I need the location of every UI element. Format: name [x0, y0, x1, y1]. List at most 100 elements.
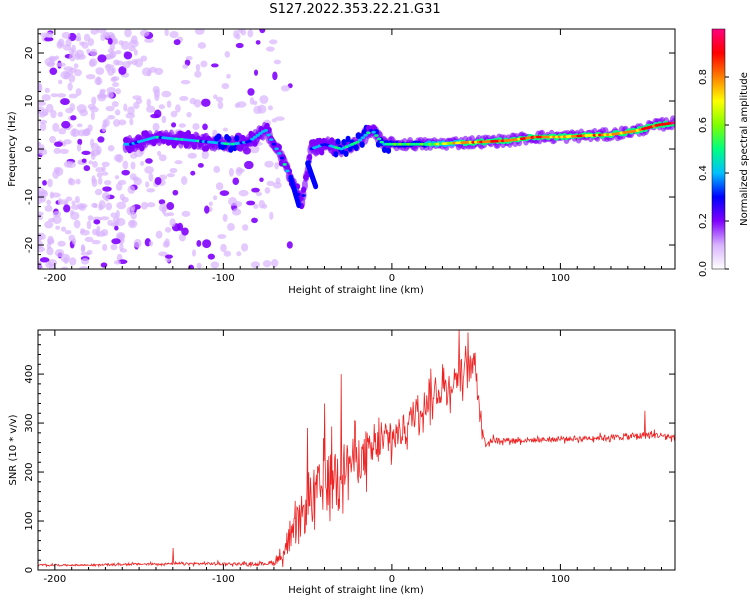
- spectrogram-noise-blob: [146, 69, 152, 77]
- spectrogram-noise-blob: [107, 115, 116, 120]
- spectrogram-noise-blob: [157, 150, 162, 157]
- spectrogram-ridge-outer: [129, 145, 135, 152]
- spectrogram-ridge-outer: [373, 128, 379, 136]
- spectrogram-noise-blob: [89, 48, 98, 57]
- spectrogram-noise-blob: [46, 199, 52, 206]
- spectrogram-noise-blob: [73, 219, 81, 229]
- spectrogram-noise-blob: [184, 59, 191, 66]
- spectrogram-noise-blob: [71, 44, 77, 54]
- spectrogram-noise-blob: [253, 204, 259, 209]
- spectrogram-noise-blob: [122, 61, 131, 69]
- spectrogram-noise-blob: [169, 30, 179, 39]
- colorbar-tick-label: 0.0: [698, 261, 709, 277]
- spectrogram-noise-blob: [146, 202, 156, 208]
- spectrogram-noise-blob: [74, 49, 85, 59]
- spectrogram-noise-blob: [56, 62, 66, 67]
- spectrogram-noise-blob: [234, 102, 240, 108]
- spectrogram-noise-blob: [64, 230, 72, 235]
- snr-plot: -200 -100 0 100 0 100 200 300 400 Height of stra…: [8, 329, 676, 596]
- spectrogram-ridge-core: [360, 136, 366, 140]
- spectrogram-noise-blob: [80, 244, 86, 253]
- spectrogram-noise-blob: [217, 101, 224, 110]
- spectrogram-ridge-core: [366, 131, 371, 135]
- spectrogram-noise-blob: [96, 225, 101, 232]
- spectrogram-ridge-core: [371, 130, 376, 134]
- spectrogram-noise-blob: [61, 31, 71, 39]
- spectrogram-noise-blob: [252, 100, 258, 106]
- spectrogram-noise-blob: [118, 40, 124, 46]
- snr-y-tick-label: 0: [24, 567, 35, 573]
- spectrogram-noise-blob: [42, 180, 47, 186]
- spectrogram-noise-blob: [52, 122, 60, 132]
- spectrogram-noise-blob: [161, 115, 167, 124]
- spectrogram-noise-blob: [38, 246, 45, 253]
- spectrogram-noise-blob: [247, 88, 255, 96]
- spectrogram-ridge-outer: [203, 145, 210, 152]
- spectrogram-ridge-core: [274, 147, 279, 151]
- spectrogram-noise-blob: [255, 40, 261, 45]
- spectrogram-noise-blob: [110, 76, 118, 83]
- spectrogram-noise-blob: [145, 181, 150, 188]
- spectrogram-noise-blob: [68, 234, 76, 242]
- spectrogram-noise-blob: [271, 118, 277, 123]
- spectrogram-noise-blob: [123, 51, 133, 60]
- spectrogram-noise-blob: [100, 262, 108, 268]
- spectrogram-noise-blob: [264, 160, 274, 168]
- spectrogram-noise-blob: [108, 51, 115, 60]
- spectrogram-noise-blob: [200, 60, 208, 68]
- spectrogram-noise-blob: [267, 105, 273, 111]
- spectrogram-noise-blob: [50, 192, 61, 198]
- spectrogram-noise-blob: [213, 165, 221, 174]
- spectrogram-noise-blob: [58, 127, 67, 135]
- spectrogram-noise-blob: [215, 182, 224, 191]
- spectrogram-ridge-core: [247, 139, 252, 143]
- spectrogram-ridge-outer: [341, 139, 347, 146]
- spectrogram-noise-blob: [207, 253, 215, 260]
- spectrogram-noise-blob: [97, 54, 107, 63]
- spectrogram-noise-blob: [194, 70, 202, 78]
- spectrogram-noise-blob: [269, 211, 274, 220]
- spectrogram-noise-blob: [38, 82, 42, 90]
- spectrogram-noise-blob: [146, 98, 151, 107]
- spectrogram-noise-blob: [49, 67, 58, 75]
- spectrogram-noise-blob: [61, 266, 69, 269]
- spectrogram-noise-blob: [61, 120, 71, 129]
- spectrogram-noise-blob: [174, 160, 183, 165]
- spectrogram-ridge-core: [368, 129, 374, 132]
- spectrogram-noise-blob: [211, 63, 219, 68]
- spectrogram-noise-blob: [259, 95, 269, 104]
- spectrogram-noise-blob: [102, 186, 112, 192]
- spectrogram-marks: [38, 29, 675, 269]
- spectrogram-noise-blob: [88, 59, 96, 68]
- spectrogram-noise-blob: [247, 29, 254, 38]
- spectrogram-noise-blob: [177, 222, 184, 231]
- spectrogram-noise-blob: [45, 261, 53, 268]
- spectrogram-noise-blob: [101, 166, 106, 172]
- spectrogram-noise-blob: [107, 145, 115, 152]
- spectrogram-noise-blob: [74, 195, 80, 204]
- chart-title: S127.2022.353.22.21.G31: [269, 2, 441, 17]
- snr-y-tick-label: 400: [24, 365, 35, 384]
- spectrogram-ridge-outer: [238, 144, 244, 151]
- spectrogram-noise-blob: [76, 123, 83, 128]
- spectrogram-noise-blob: [123, 103, 128, 112]
- spectrogram-noise-blob: [112, 216, 120, 225]
- spectrogram-noise-blob: [235, 32, 241, 40]
- spectrogram-noise-blob: [102, 31, 110, 39]
- spectrogram-noise-blob: [84, 236, 94, 243]
- spectrogram-noise-blob: [224, 51, 231, 58]
- snr-axes: -200 -100 0 100 0 100 200 300 400: [24, 330, 675, 585]
- spectrogram-noise-blob: [118, 119, 127, 126]
- spectrogram-noise-blob: [94, 188, 103, 196]
- spectrogram-ridge-outer: [321, 137, 327, 145]
- spectrogram-noise-blob: [169, 167, 178, 174]
- spectrogram-ridge-outer: [252, 140, 258, 147]
- spectrogram-noise-blob: [41, 94, 51, 101]
- spectrogram-noise-blob: [101, 161, 110, 168]
- spectrogram-noise-blob: [154, 93, 160, 102]
- spectrogram-noise-blob: [134, 58, 144, 68]
- spectrogram-noise-blob: [99, 216, 110, 221]
- snr-y-axis-label: SNR (10 * v/v): [8, 414, 19, 485]
- spectrogram-noise-blob: [96, 231, 106, 237]
